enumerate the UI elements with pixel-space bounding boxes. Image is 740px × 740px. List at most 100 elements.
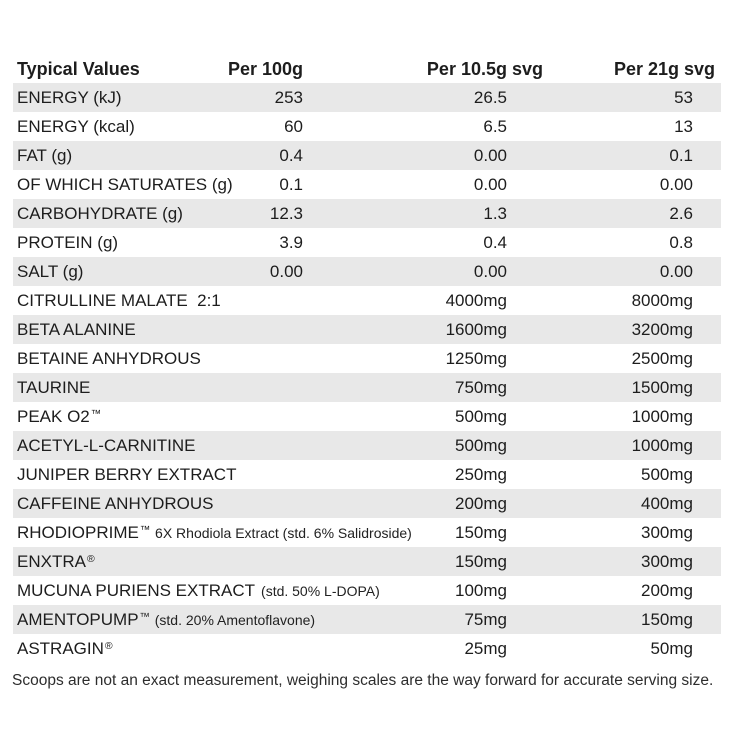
ingredient-label: ASTRAGIN (17, 639, 104, 658)
table-row: SALT (g) 0.00 0.00 0.00 (13, 257, 721, 286)
per-21g-value: 8000mg (631, 291, 693, 310)
ingredient-label: PROTEIN (g) (17, 233, 119, 252)
table-row: CARBOHYDRATE (g) 12.3 1.3 2.6 (13, 199, 721, 228)
per-10-5g-value: 4000mg (445, 291, 507, 310)
per-21g-value: 500mg (641, 465, 693, 484)
per-100g-value: 253 (274, 88, 303, 107)
per-10-5g-value: 1.3 (483, 204, 507, 223)
per-10-5g-value: 750mg (455, 378, 507, 397)
per-21g-value: 300mg (641, 523, 693, 542)
ingredient-label-cell: OF WHICH SATURATES (g) (13, 176, 233, 193)
per-10-5g-value: 500mg (455, 407, 507, 426)
per-21g-value: 200mg (641, 581, 693, 600)
table-row: CAFFEINE ANHYDROUS 200mg 400mg (13, 489, 721, 518)
ingredient-label-cell: CITRULLINE MALATE 2:1 (13, 291, 221, 310)
per-21g-value: 0.00 (659, 262, 693, 281)
ingredient-label: RHODIOPRIME (17, 523, 139, 542)
ingredient-subtext: 6X Rhodiola Extract (std. 6% Salidroside… (155, 525, 412, 541)
column-header-per-100g: Per 100g (227, 59, 303, 79)
ingredient-label-cell: CAFFEINE ANHYDROUS (13, 495, 219, 512)
per-10-5g-value: 250mg (455, 465, 507, 484)
ingredient-label: SALT (g) (17, 262, 84, 281)
per-100g-value: 60 (284, 117, 303, 136)
table-row: ACETYL-L-CARNITINE 500mg 1000mg (13, 431, 721, 460)
per-10-5g-value: 26.5 (473, 88, 507, 107)
column-header-per-10-5g-svg: Per 10.5g svg (426, 59, 543, 79)
per-100g-value: 12.3 (269, 204, 303, 223)
table-row: ASTRAGIN® 25mg 50mg (13, 634, 721, 663)
per-10-5g-value: 1600mg (445, 320, 507, 339)
table-row: RHODIOPRIME™ 6X Rhodiola Extract (std. 6%… (13, 518, 721, 547)
per-10-5g-value: 75mg (464, 610, 507, 629)
per-10-5g-value: 0.00 (473, 146, 507, 165)
per-10-5g-value: 200mg (455, 494, 507, 513)
per-21g-value: 300mg (641, 552, 693, 571)
ingredient-label-cell: ENERGY (kcal) (13, 118, 219, 135)
ingredient-label: JUNIPER BERRY EXTRACT (17, 465, 237, 484)
ingredient-label-cell: AMENTOPUMP™ (std. 20% Amentoflavone) (13, 610, 315, 629)
ingredient-label: ENERGY (kJ) (17, 88, 122, 107)
per-21g-value: 3200mg (631, 320, 693, 339)
trademark-mark: ™ (139, 611, 151, 623)
ingredient-label: TAURINE (17, 378, 91, 397)
table-row: BETA ALANINE 1600mg 3200mg (13, 315, 721, 344)
per-21g-value: 50mg (650, 639, 693, 658)
ingredient-label-cell: PROTEIN (g) (13, 234, 219, 251)
table-row: BETAINE ANHYDROUS 1250mg 2500mg (13, 344, 721, 373)
ingredient-label-cell: ENXTRA® (13, 553, 219, 570)
trademark-mark: ® (104, 640, 113, 652)
ingredient-label: MUCUNA PURIENS EXTRACT (17, 581, 256, 600)
per-21g-value: 400mg (641, 494, 693, 513)
per-21g-value: 150mg (641, 610, 693, 629)
ingredient-label: AMENTOPUMP (17, 610, 139, 629)
per-10-5g-value: 0.00 (473, 262, 507, 281)
table-row: ENERGY (kJ) 253 26.5 53 (13, 83, 721, 112)
table-body: ENERGY (kJ) 253 26.5 53 ENERGY (kcal) 60… (13, 83, 721, 663)
per-21g-value: 1000mg (631, 436, 693, 455)
table-row: OF WHICH SATURATES (g) 0.1 0.00 0.00 (13, 170, 721, 199)
per-10-5g-value: 500mg (455, 436, 507, 455)
trademark-mark: ™ (90, 408, 102, 420)
ingredient-label-cell: FAT (g) (13, 147, 219, 164)
per-21g-value: 2.6 (669, 204, 693, 223)
trademark-mark: ® (86, 553, 95, 565)
ingredient-subtext: (std. 50% L-DOPA) (261, 583, 380, 599)
ingredient-label: CARBOHYDRATE (g) (17, 204, 183, 223)
column-header-per-21g-svg: Per 21g svg (613, 59, 715, 79)
ingredient-label-cell: PEAK O2™ (13, 408, 219, 425)
ingredient-label: BETAINE ANHYDROUS (17, 349, 201, 368)
column-header-typical-values: Typical Values (17, 59, 140, 79)
ingredient-label-cell: ASTRAGIN® (13, 640, 219, 657)
table-row: JUNIPER BERRY EXTRACT 250mg 500mg (13, 460, 721, 489)
table-row: PEAK O2™ 500mg 1000mg (13, 402, 721, 431)
ingredient-label: OF WHICH SATURATES (g) (17, 175, 233, 194)
ingredient-subtext: (std. 20% Amentoflavone) (154, 612, 316, 628)
per-100g-value: 0.1 (279, 175, 303, 194)
table-row: MUCUNA PURIENS EXTRACT (std. 50% L-DOPA) … (13, 576, 721, 605)
per-10-5g-value: 25mg (464, 639, 507, 658)
table-row: AMENTOPUMP™ (std. 20% Amentoflavone) 75mg… (13, 605, 721, 634)
ingredient-label-cell: MUCUNA PURIENS EXTRACT (std. 50% L-DOPA) (13, 582, 380, 599)
ingredient-label-cell: RHODIOPRIME™ 6X Rhodiola Extract (std. 6%… (13, 523, 412, 542)
per-100g-value: 0.00 (269, 262, 303, 281)
ingredient-label-cell: BETAINE ANHYDROUS (13, 350, 219, 367)
footnote: Scoops are not an exact measurement, wei… (12, 672, 714, 689)
ingredient-label: PEAK O2 (17, 407, 90, 426)
per-21g-value: 53 (674, 88, 693, 107)
table-row: ENXTRA® 150mg 300mg (13, 547, 721, 576)
ingredient-label-cell: ACETYL-L-CARNITINE (13, 437, 219, 454)
ingredient-label: ACETYL-L-CARNITINE (17, 436, 196, 455)
ingredient-label-cell: BETA ALANINE (13, 321, 219, 338)
nutrition-table: Typical Values Per 100g Per 10.5g svg Pe… (12, 55, 721, 690)
ingredient-label: BETA ALANINE (17, 320, 136, 339)
per-100g-value: 3.9 (279, 233, 303, 252)
per-10-5g-value: 0.4 (483, 233, 507, 252)
table-row: FAT (g) 0.4 0.00 0.1 (13, 141, 721, 170)
ingredient-label: CITRULLINE MALATE 2:1 (17, 291, 221, 310)
ingredient-label: FAT (g) (17, 146, 73, 165)
per-100g-value: 0.4 (279, 146, 303, 165)
per-21g-value: 2500mg (631, 349, 693, 368)
ingredient-label-cell: TAURINE (13, 379, 219, 396)
table-row: ENERGY (kcal) 60 6.5 13 (13, 112, 721, 141)
ingredient-label: CAFFEINE ANHYDROUS (17, 494, 214, 513)
